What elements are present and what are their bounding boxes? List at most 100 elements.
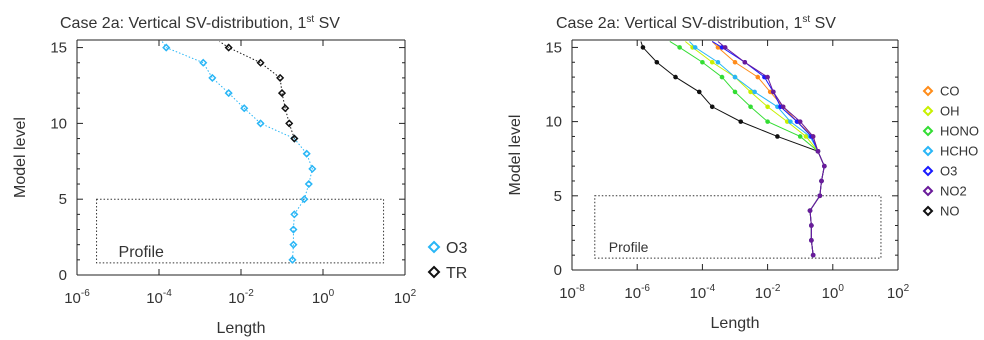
x-tick-exp: 0 bbox=[838, 283, 844, 294]
x-axis-label: Length bbox=[711, 315, 760, 332]
data-point-o3 bbox=[256, 119, 265, 128]
data-point-o3 bbox=[302, 149, 311, 158]
series-line-no2 bbox=[717, 41, 825, 256]
data-point-hcho bbox=[788, 119, 793, 124]
x-tick-base: 10 bbox=[755, 285, 772, 302]
data-point-no bbox=[775, 134, 780, 139]
series-line-hono bbox=[669, 41, 825, 256]
chart-title-sup: st bbox=[306, 14, 314, 25]
data-point-hono bbox=[797, 134, 803, 139]
chart-title: Case 2a: Vertical SV-distribution, 1st S… bbox=[556, 14, 836, 32]
legend-label-no2: NO2 bbox=[940, 184, 967, 199]
x-tick-exp: -4 bbox=[163, 288, 172, 299]
data-point-no bbox=[738, 119, 744, 124]
data-point-co bbox=[732, 59, 738, 65]
data-point-no2 bbox=[780, 104, 786, 110]
data-point-hcho bbox=[732, 74, 738, 80]
data-point-o3 bbox=[288, 255, 297, 264]
data-point-hcho bbox=[775, 104, 780, 110]
data-point-hono bbox=[700, 59, 705, 65]
x-tick-exp: -8 bbox=[576, 283, 585, 294]
x-tick-exp: -6 bbox=[641, 283, 650, 294]
data-point-o3 bbox=[308, 164, 317, 173]
x-axis-label: Length bbox=[217, 320, 266, 337]
data-point-no2 bbox=[817, 193, 823, 199]
data-point-oh bbox=[709, 59, 715, 65]
data-point-no bbox=[709, 104, 715, 110]
x-tick-exp: -4 bbox=[706, 283, 715, 294]
data-point-hcho bbox=[692, 45, 698, 50]
legend: CO OH HONO HCHO O3 NO2 NO bbox=[922, 84, 979, 219]
data-point-tr bbox=[224, 43, 233, 52]
series-line-oh bbox=[685, 41, 825, 256]
data-point-o3 bbox=[240, 104, 249, 113]
data-point-co bbox=[767, 89, 773, 95]
chart-title-end: SV bbox=[314, 15, 340, 32]
x-tick-label: 10-6 bbox=[624, 283, 650, 302]
data-point-hono bbox=[748, 104, 753, 110]
data-point-no2 bbox=[809, 223, 814, 228]
legend-marker-no bbox=[922, 205, 934, 217]
x-tick-base: 10 bbox=[624, 285, 641, 302]
profile-label: Profile bbox=[609, 239, 649, 255]
data-point-o3 bbox=[199, 58, 208, 67]
data-point-no2 bbox=[797, 119, 803, 124]
chart-title-sup: st bbox=[802, 14, 810, 25]
legend-marker-hcho bbox=[922, 145, 934, 157]
y-tick-label: 15 bbox=[545, 39, 562, 56]
x-tick-label: 102 bbox=[887, 283, 910, 302]
y-tick-label: 5 bbox=[554, 188, 562, 205]
data-point-no2 bbox=[809, 238, 814, 243]
data-point-oh bbox=[748, 89, 753, 95]
data-point-o3 bbox=[289, 240, 298, 249]
data-point-o3 bbox=[162, 43, 171, 52]
data-point-no2 bbox=[722, 45, 728, 50]
data-point-o3 bbox=[304, 179, 313, 189]
chart-title-main: Case 2a: Vertical SV-distribution, 1 bbox=[556, 15, 802, 32]
profile-label: Profile bbox=[119, 244, 164, 261]
data-point-tr bbox=[285, 119, 294, 128]
y-axis-label: Model level bbox=[12, 117, 29, 198]
x-tick-label: 10-4 bbox=[146, 288, 172, 307]
y-tick-label: 10 bbox=[545, 114, 562, 131]
x-tick-base: 10 bbox=[690, 285, 707, 302]
y-axis-label: Model level bbox=[507, 115, 524, 196]
data-point-o3 bbox=[300, 195, 309, 204]
x-tick-base: 10 bbox=[887, 285, 904, 302]
legend-label-o3: O3 bbox=[940, 164, 957, 179]
data-point-no2 bbox=[819, 178, 824, 184]
data-point-tr bbox=[281, 104, 290, 113]
profile-box bbox=[594, 195, 882, 259]
legend-marker-o3 bbox=[427, 240, 441, 254]
data-point-co bbox=[755, 74, 761, 80]
data-point-no2 bbox=[822, 163, 827, 169]
series-line-tr bbox=[219, 41, 295, 139]
data-point-hono bbox=[719, 74, 725, 80]
x-tick-label: 10-2 bbox=[228, 288, 254, 307]
data-point-tr bbox=[277, 89, 287, 98]
y-tick-label: 10 bbox=[50, 115, 67, 132]
x-tick-exp: 0 bbox=[329, 288, 335, 299]
legend-marker-hono bbox=[922, 125, 934, 137]
data-point-o3 bbox=[224, 89, 233, 98]
data-point-o3 bbox=[208, 73, 217, 82]
data-point-tr bbox=[256, 58, 265, 67]
data-point-no bbox=[654, 59, 660, 65]
data-point-hono bbox=[732, 89, 738, 95]
data-point-oh bbox=[784, 119, 790, 124]
y-tick-label: 0 bbox=[59, 267, 67, 284]
legend-marker-no2 bbox=[922, 185, 934, 197]
x-tick-exp: 2 bbox=[904, 283, 910, 294]
x-tick-base: 10 bbox=[146, 290, 163, 307]
x-tick-base: 10 bbox=[822, 285, 839, 302]
legend-label-co: CO bbox=[940, 84, 960, 99]
x-tick-label: 100 bbox=[822, 283, 845, 302]
data-point-no2 bbox=[771, 89, 776, 95]
chart-title-end: SV bbox=[810, 15, 836, 32]
series-line-no bbox=[640, 41, 825, 256]
y-tick-label: 0 bbox=[554, 262, 562, 279]
y-tick-label: 5 bbox=[59, 191, 67, 208]
data-point-co bbox=[715, 45, 721, 50]
x-tick-label: 100 bbox=[312, 288, 335, 307]
x-tick-label: 10-2 bbox=[755, 283, 781, 302]
